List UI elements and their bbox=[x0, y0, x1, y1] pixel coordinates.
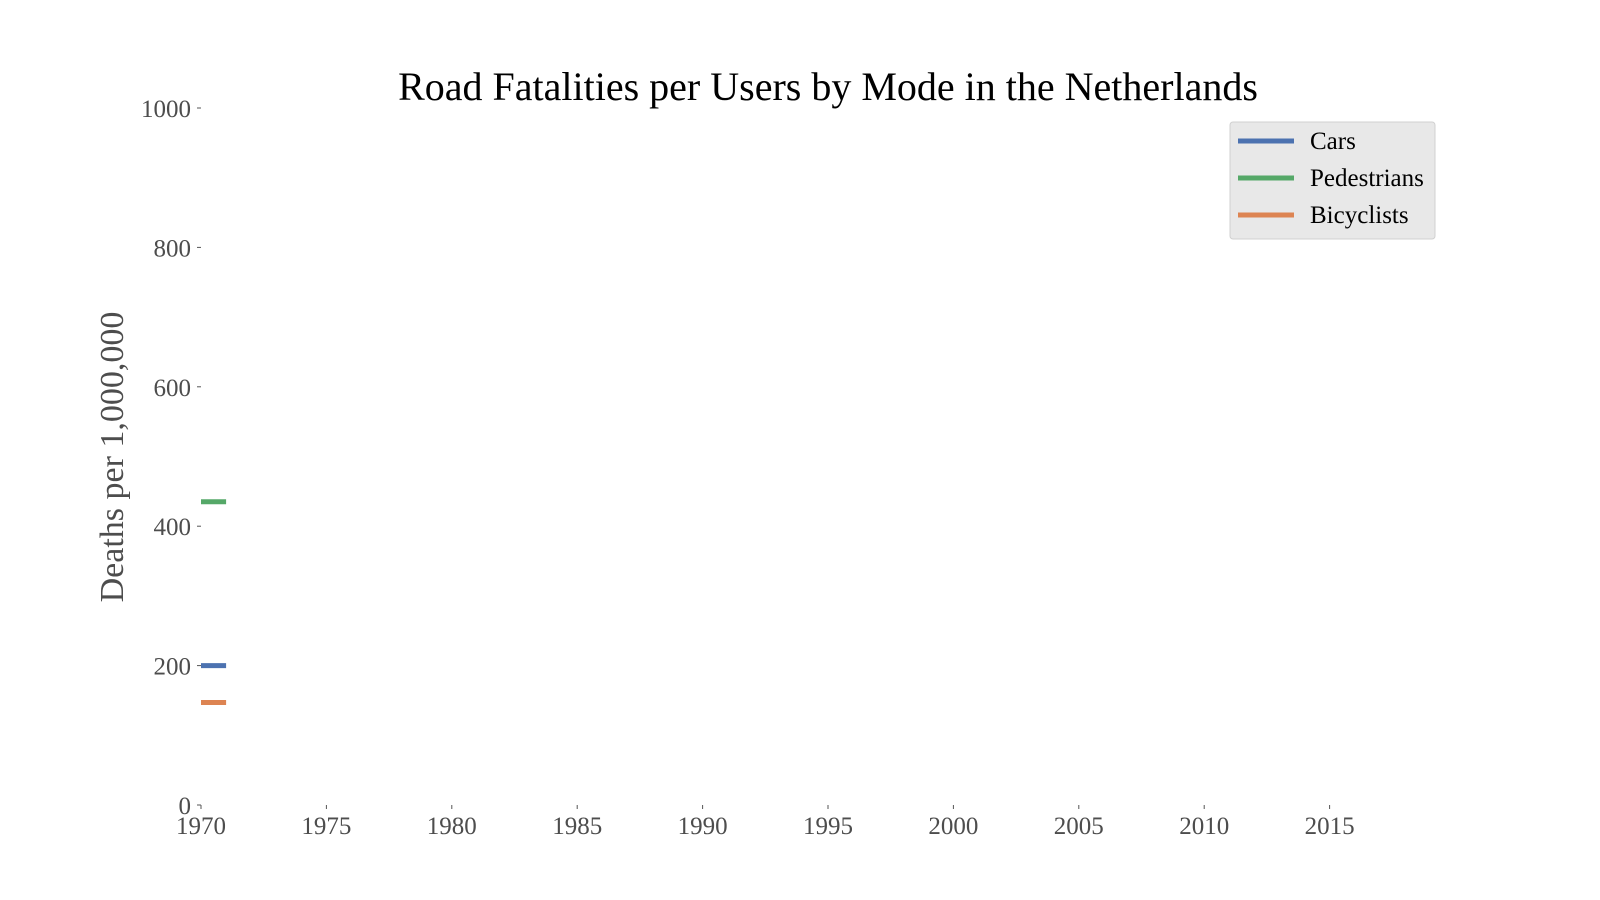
legend-label-cars: Cars bbox=[1310, 128, 1356, 155]
legend-box bbox=[1229, 121, 1436, 240]
legend: Cars Pedestrians Bicyclists bbox=[1229, 121, 1436, 240]
y-tick-label: 1000 bbox=[141, 96, 191, 123]
x-tick-label: 2015 bbox=[1305, 813, 1355, 840]
series-lines bbox=[201, 499, 227, 705]
x-tick-label: 2005 bbox=[1054, 813, 1104, 840]
x-axis: 1970 1975 1980 1985 1990 1995 2000 2005 2010 2015 bbox=[176, 805, 1355, 840]
x-tick-label: 1975 bbox=[301, 813, 351, 840]
x-tick-label: 2000 bbox=[928, 813, 978, 840]
y-tick-label: 0 bbox=[179, 793, 192, 820]
legend-label-pedestrians: Pedestrians bbox=[1310, 165, 1424, 192]
x-tick-label: 1990 bbox=[678, 813, 728, 840]
y-tick-label: 600 bbox=[154, 375, 192, 402]
y-tick-label: 800 bbox=[154, 235, 192, 262]
y-axis-label: Deaths per 1,000,000 bbox=[94, 312, 131, 603]
x-tick-label: 1980 bbox=[427, 813, 477, 840]
x-tick-label: 1985 bbox=[552, 813, 602, 840]
legend-label-bicyclists: Bicyclists bbox=[1310, 202, 1409, 229]
y-tick-label: 400 bbox=[154, 514, 192, 541]
x-tick-label: 1995 bbox=[803, 813, 853, 840]
x-tick-label: 1970 bbox=[176, 813, 226, 840]
x-tick-label: 2010 bbox=[1179, 813, 1229, 840]
y-tick-label: 200 bbox=[154, 654, 192, 681]
chart-title: Road Fatalities per Users by Mode in the… bbox=[398, 64, 1258, 109]
y-axis: 0 200 400 600 800 1000 bbox=[141, 96, 201, 820]
